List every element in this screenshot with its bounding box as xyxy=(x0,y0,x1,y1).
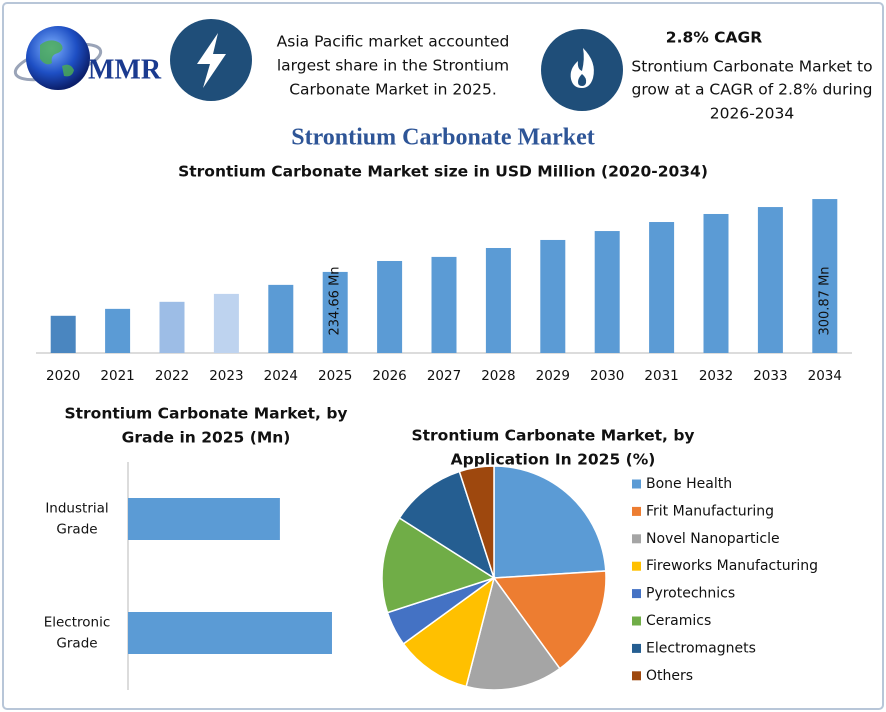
bar xyxy=(268,284,294,353)
pie-slice xyxy=(398,470,496,580)
legend-label: Ceramics xyxy=(646,613,711,629)
chart-title: Strontium Carbonate Market, by xyxy=(64,405,347,423)
info-line: largest share in the Strontium xyxy=(277,57,509,75)
lightning-icon xyxy=(170,19,252,101)
x-tick-label: 2020 xyxy=(46,368,80,384)
bar xyxy=(159,301,185,353)
bar xyxy=(757,207,783,353)
chart-title: Strontium Carbonate Market size in USD M… xyxy=(178,163,708,181)
x-tick-label: 2023 xyxy=(209,368,243,384)
legend-label: Pyrotechnics xyxy=(646,586,735,602)
legend-label: Others xyxy=(646,668,693,684)
bar xyxy=(431,256,457,353)
bar xyxy=(485,247,511,353)
data-label: 234.66 Mn xyxy=(328,266,343,335)
x-tick-label: 2032 xyxy=(699,368,733,384)
legend-label: Bone Health xyxy=(646,476,732,492)
bar xyxy=(540,239,566,353)
pie-slice xyxy=(381,516,496,614)
x-tick-label: 2031 xyxy=(644,368,678,384)
bar xyxy=(812,199,838,353)
info-line: Carbonate Market in 2025. xyxy=(289,81,497,99)
x-tick-label: 2030 xyxy=(590,368,624,384)
main-title: Strontium Carbonate Market xyxy=(291,125,595,151)
legend-swatch xyxy=(632,671,641,681)
legend-swatch xyxy=(632,479,641,489)
bar xyxy=(594,231,620,353)
info-line: 2026-2034 xyxy=(710,105,795,123)
x-tick-label: 2022 xyxy=(155,368,189,384)
info-line: grow at a CAGR of 2.8% during xyxy=(632,81,873,99)
chart-title: Application In 2025 (%) xyxy=(451,451,656,469)
legend-swatch xyxy=(632,643,641,653)
legend-swatch xyxy=(632,561,641,571)
chart-title: Grade in 2025 (Mn) xyxy=(122,429,291,447)
legend-swatch xyxy=(632,534,641,544)
pie-slice xyxy=(492,570,607,670)
y-tick-label: Industrial Grade xyxy=(45,501,108,538)
y-tick-label: Electronic Grade xyxy=(44,615,111,652)
bar xyxy=(322,271,348,353)
x-tick-label: 2034 xyxy=(808,368,842,384)
x-tick-label: 2024 xyxy=(264,368,298,384)
x-tick-label: 2025 xyxy=(318,368,352,384)
pie-slice xyxy=(458,465,495,579)
x-tick-label: 2033 xyxy=(753,368,787,384)
x-tick-label: 2028 xyxy=(481,368,515,384)
flame-icon xyxy=(541,29,623,111)
legend-label: Fireworks Manufacturing xyxy=(646,558,818,574)
chart-title: Strontium Carbonate Market, by xyxy=(411,427,694,445)
bar xyxy=(649,222,675,353)
pie-slice xyxy=(402,576,496,688)
cagr-title: 2.8% CAGR xyxy=(666,29,762,47)
x-tick-label: 2021 xyxy=(100,368,134,384)
bar xyxy=(50,315,76,353)
logo-text: MMR xyxy=(88,54,162,85)
logo: MMR xyxy=(13,26,162,90)
legend-swatch xyxy=(632,616,641,626)
legend-label: Frit Manufacturing xyxy=(646,503,774,519)
legend-label: Electromagnets xyxy=(646,640,756,656)
data-label: 300.87 Mn xyxy=(817,266,832,335)
bar xyxy=(377,260,403,353)
legend-swatch xyxy=(632,506,641,516)
legend-label: Novel Nanoparticle xyxy=(646,531,780,547)
x-tick-label: 2026 xyxy=(372,368,406,384)
pie-slice xyxy=(493,465,607,579)
info-line: Strontium Carbonate Market to xyxy=(631,58,872,76)
pie-slice xyxy=(465,576,561,691)
info-line: Asia Pacific market accounted xyxy=(277,33,510,51)
bar xyxy=(213,293,239,353)
x-tick-label: 2029 xyxy=(536,368,570,384)
bar xyxy=(105,308,131,353)
bar xyxy=(703,213,729,353)
x-tick-label: 2027 xyxy=(427,368,461,384)
bar xyxy=(128,498,280,540)
bar xyxy=(128,612,332,654)
legend-swatch xyxy=(632,589,641,599)
